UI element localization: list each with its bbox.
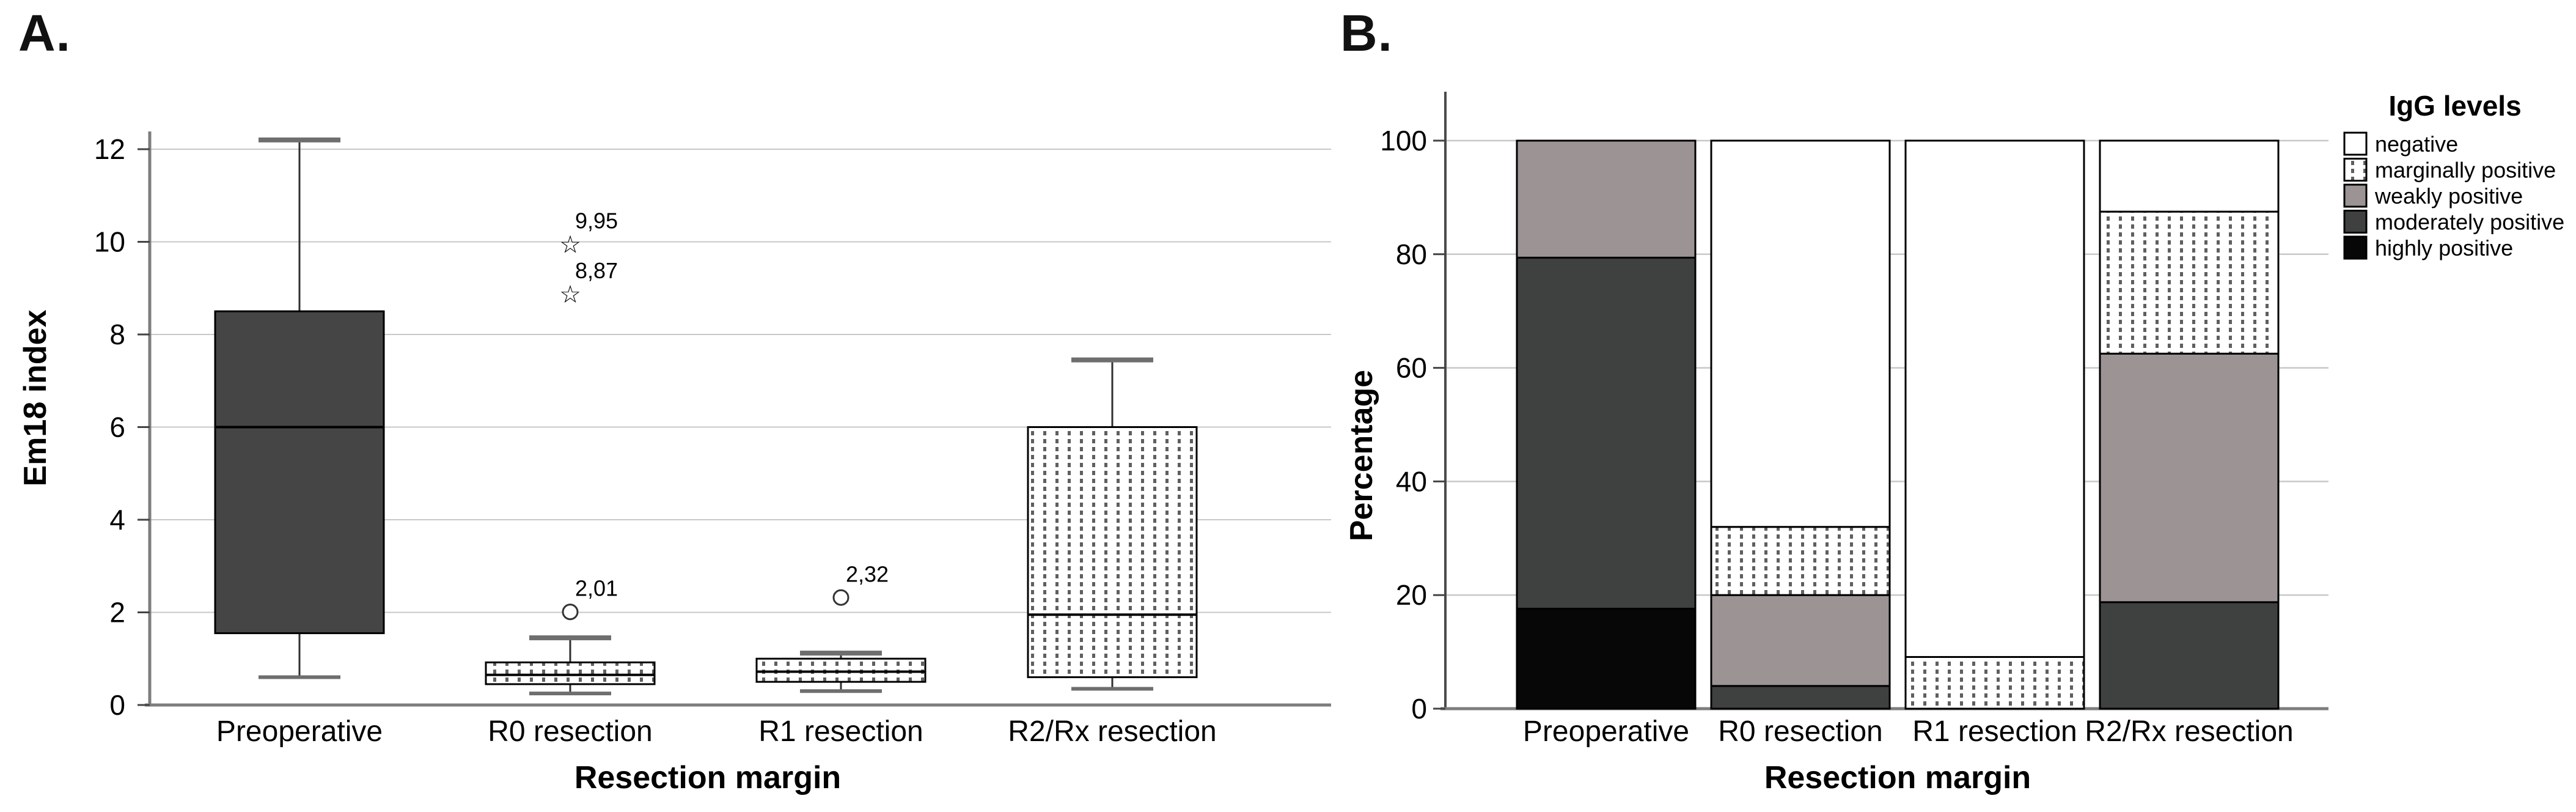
outlier-star: ☆ [559,281,581,308]
y-tick-label-a: 10 [94,226,125,258]
y-tick-label-b: 80 [1396,238,1427,270]
box-r1-resection [755,657,927,683]
panel-b-x-axis-title: Resection margin [1764,760,2031,795]
y-tick-label-b: 60 [1396,352,1427,384]
bar-outline [1904,139,2085,710]
y-tick-label-b: 100 [1380,125,1427,157]
box-preoperative [214,310,385,635]
panel-b-stacked-bar: 0 20 40 60 80 100 Preoperative R0 resection R1 r… [1380,92,2328,748]
legend-label-weak: weakly positive [2374,183,2523,209]
legend-swatch-marginal [2343,158,2368,182]
category-label-b: R1 resection [1912,715,2077,748]
legend-swatch-high [2343,235,2368,260]
panel-a-x-axis-title: Resection margin [574,760,842,795]
outlier-circle [562,603,579,621]
category-label-a: R1 resection [758,715,923,748]
bar-segment-moderate [2099,601,2280,710]
box-r2-rx-resection [1027,426,1198,679]
bar-segment-moderate [1710,685,1891,710]
legend-label-high: highly positive [2375,235,2513,260]
y-tick-label-b: 0 [1411,693,1427,725]
outlier-label: 9,95 [575,208,618,233]
outlier-label: 8,87 [575,258,618,283]
category-label-b: Preoperative [1523,715,1689,748]
y-tick-label-b: 20 [1396,579,1427,611]
outlier-label: 2,01 [575,576,618,601]
legend-swatch-weak [2343,183,2368,208]
legend-title: IgG levels [2388,90,2522,122]
bar-segment-marginal [1710,526,1891,596]
legend-label-moderate: moderately positive [2375,210,2564,235]
y-tick-label-a: 6 [109,412,125,443]
y-tick-label-a: 4 [109,504,125,536]
bar-segment-weak [2099,352,2280,603]
legend-swatch-negative [2343,131,2368,156]
bar-segment-negative [1904,139,2085,658]
category-label-a: R2/Rx resection [1008,715,1216,748]
bar-segment-negative [1710,139,1891,528]
y-tick-label-a: 12 [94,133,125,165]
outlier-circle [832,589,849,606]
y-tick-label-b: 40 [1396,465,1427,497]
y-tick-label-a: 0 [109,689,125,721]
panel-b-letter: B. [1340,4,1393,62]
bar-segment-marginal [1904,655,2085,710]
legend-swatch-moderate [2343,210,2368,234]
bar-segment-weak [1516,139,1697,259]
y-tick-label-a: 2 [109,597,125,629]
outlier-label: 2,32 [846,561,889,586]
panel-b-y-axis-title: Percentage [1344,369,1379,542]
category-label-b: R2/Rx resection [2085,715,2293,748]
legend-label-marginal: marginally positive [2375,158,2556,183]
bar-segment-negative [2099,139,2280,213]
box-r0-resection [485,661,656,685]
panel-a-letter: A. [18,4,71,62]
bar-outline [1710,139,1891,710]
outlier-star: ☆ [559,231,581,258]
legend-label-negative: negative [2375,131,2458,157]
category-label-b: R0 resection [1718,715,1882,748]
bar-segment-moderate [1516,256,1697,610]
category-label-a: R0 resection [488,715,652,748]
bar-outline [2099,139,2280,710]
panel-a-y-axis-title: Em18 index [18,309,53,487]
bar-segment-weak [1710,594,1891,687]
category-label-a: Preoperative [216,715,383,748]
y-tick-label-a: 8 [109,319,125,350]
bar-segment-high [1516,607,1697,710]
bar-outline [1516,139,1697,710]
bar-segment-marginal [2099,210,2280,355]
